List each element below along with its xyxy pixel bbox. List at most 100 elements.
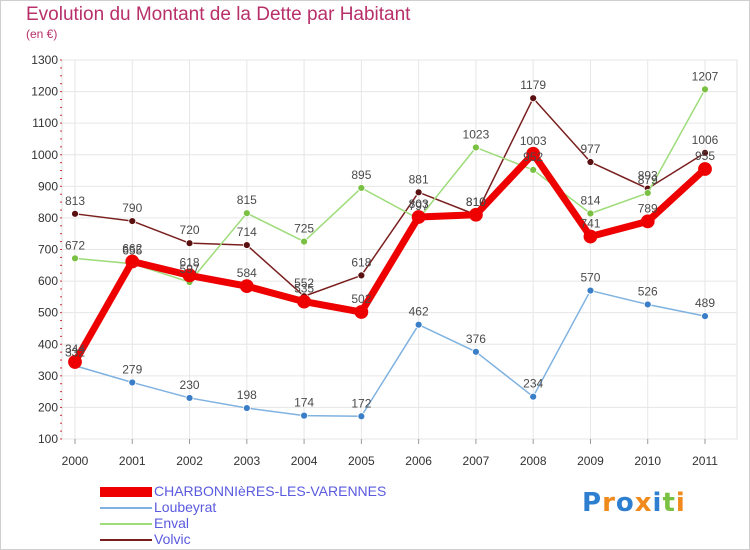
x-tick-label: 2011 bbox=[692, 454, 718, 468]
data-point-enval bbox=[242, 209, 251, 218]
data-label-enval: 597 bbox=[180, 262, 200, 276]
data-label-charbonni-res-les-varennes: 502 bbox=[351, 292, 371, 306]
legend-label: Loubeyrat bbox=[154, 499, 217, 515]
y-tick-label: 300 bbox=[38, 369, 58, 383]
data-point-enval bbox=[300, 237, 308, 246]
y-tick-label: 1300 bbox=[31, 53, 58, 67]
data-label-enval: 879 bbox=[638, 173, 658, 187]
logo-letter: i bbox=[652, 488, 663, 518]
data-label-loubeyrat: 230 bbox=[180, 378, 200, 392]
x-tick-label: 2000 bbox=[62, 454, 89, 468]
series-line-volvic bbox=[74, 97, 706, 297]
data-point-enval bbox=[643, 189, 652, 197]
x-tick-label: 2002 bbox=[176, 454, 203, 468]
data-point-charbonni-res-les-varennes bbox=[125, 254, 140, 269]
data-point-volvic bbox=[414, 188, 423, 197]
data-label-volvic: 977 bbox=[580, 142, 600, 156]
data-label-volvic: 720 bbox=[180, 223, 200, 237]
data-label-volvic: 714 bbox=[237, 225, 257, 239]
data-label-enval: 725 bbox=[294, 222, 314, 236]
legend-swatch bbox=[100, 539, 152, 541]
data-label-volvic: 813 bbox=[65, 194, 85, 208]
data-point-charbonni-res-les-varennes bbox=[526, 146, 541, 161]
data-label-enval: 814 bbox=[580, 193, 600, 207]
chart-title: Evolution du Montant de la Dette par Hab… bbox=[26, 4, 411, 25]
y-tick-label: 100 bbox=[38, 432, 58, 446]
legend-label: Enval bbox=[154, 515, 190, 531]
data-point-loubeyrat bbox=[300, 411, 308, 420]
logo-letter: o bbox=[615, 488, 635, 518]
data-point-charbonni-res-les-varennes bbox=[698, 162, 712, 176]
legend-swatch bbox=[100, 507, 152, 509]
data-label-charbonni-res-les-varennes: 344 bbox=[65, 342, 85, 356]
x-tick-label: 2006 bbox=[405, 454, 432, 468]
data-label-enval: 1207 bbox=[692, 69, 719, 83]
data-point-enval bbox=[701, 85, 709, 94]
y-tick-label: 400 bbox=[38, 337, 58, 351]
data-point-loubeyrat bbox=[185, 394, 194, 402]
data-label-charbonni-res-les-varennes: 803 bbox=[409, 197, 429, 211]
data-point-volvic bbox=[128, 217, 137, 225]
data-point-loubeyrat bbox=[586, 286, 595, 295]
logo-letter: r bbox=[602, 488, 616, 518]
legend-label: Volvic bbox=[154, 531, 191, 547]
x-tick-label: 2005 bbox=[348, 454, 375, 468]
data-label-loubeyrat: 526 bbox=[638, 284, 658, 298]
legend-label: CHARBONNIèRES-LES-VARENNES bbox=[154, 483, 387, 499]
data-label-loubeyrat: 174 bbox=[294, 396, 314, 410]
data-point-charbonni-res-les-varennes bbox=[239, 279, 254, 294]
data-label-volvic: 552 bbox=[294, 276, 314, 290]
x-tick-label: 2007 bbox=[463, 454, 490, 468]
data-label-loubeyrat: 234 bbox=[523, 377, 543, 391]
data-label-enval: 895 bbox=[351, 168, 371, 182]
data-label-enval: 1023 bbox=[463, 127, 490, 141]
data-label-loubeyrat: 198 bbox=[237, 388, 257, 402]
data-point-loubeyrat bbox=[643, 300, 652, 309]
logo-letter: P bbox=[582, 488, 603, 518]
data-label-enval: 952 bbox=[523, 150, 543, 164]
data-label-loubeyrat: 172 bbox=[351, 396, 371, 410]
chart-subtitle: (en €) bbox=[26, 27, 58, 41]
y-tick-label: 900 bbox=[38, 179, 58, 193]
series-line-loubeyrat bbox=[74, 289, 706, 418]
series-line-charbonni-res-les-varennes bbox=[71, 150, 709, 366]
data-point-charbonni-res-les-varennes bbox=[640, 214, 655, 229]
data-label-enval: 797 bbox=[409, 199, 429, 213]
x-tick-label: 2009 bbox=[577, 454, 604, 468]
legend-swatch bbox=[100, 523, 152, 525]
data-label-charbonni-res-les-varennes: 618 bbox=[180, 255, 200, 269]
data-label-volvic: 893 bbox=[638, 169, 658, 183]
data-label-loubeyrat: 376 bbox=[466, 332, 486, 346]
data-label-volvic: 810 bbox=[466, 195, 486, 209]
data-label-charbonni-res-les-varennes: 955 bbox=[695, 149, 715, 163]
data-point-enval bbox=[529, 166, 538, 174]
data-point-loubeyrat bbox=[529, 392, 538, 401]
y-tick-label: 800 bbox=[38, 211, 58, 225]
data-label-loubeyrat: 570 bbox=[580, 271, 600, 285]
y-tick-label: 200 bbox=[38, 400, 58, 414]
logo-letter: i bbox=[675, 488, 686, 518]
logo-letter: t bbox=[662, 488, 676, 518]
data-label-charbonni-res-les-varennes: 789 bbox=[638, 201, 658, 215]
data-point-loubeyrat bbox=[472, 347, 480, 356]
data-point-volvic bbox=[529, 94, 538, 103]
data-label-loubeyrat: 279 bbox=[122, 362, 142, 376]
data-point-loubeyrat bbox=[414, 320, 423, 329]
data-label-charbonni-res-les-varennes: 584 bbox=[237, 266, 257, 280]
data-label-enval: 815 bbox=[237, 193, 257, 207]
data-label-volvic: 1006 bbox=[692, 133, 719, 147]
data-point-loubeyrat bbox=[128, 378, 137, 387]
data-point-charbonni-res-les-varennes bbox=[469, 207, 483, 222]
data-label-loubeyrat: 462 bbox=[409, 305, 429, 319]
data-point-loubeyrat bbox=[701, 312, 709, 321]
data-label-charbonni-res-les-varennes: 535 bbox=[294, 282, 314, 296]
proxiti-logo: Proxiti bbox=[582, 488, 686, 518]
data-point-loubeyrat bbox=[242, 404, 251, 412]
x-tick-label: 2010 bbox=[634, 454, 661, 468]
data-point-enval bbox=[357, 184, 366, 192]
legend-swatch bbox=[100, 487, 152, 497]
data-point-volvic bbox=[71, 209, 79, 218]
y-tick-label: 500 bbox=[38, 306, 58, 320]
series-line-enval bbox=[74, 88, 706, 283]
data-point-charbonni-res-les-varennes bbox=[297, 294, 311, 309]
